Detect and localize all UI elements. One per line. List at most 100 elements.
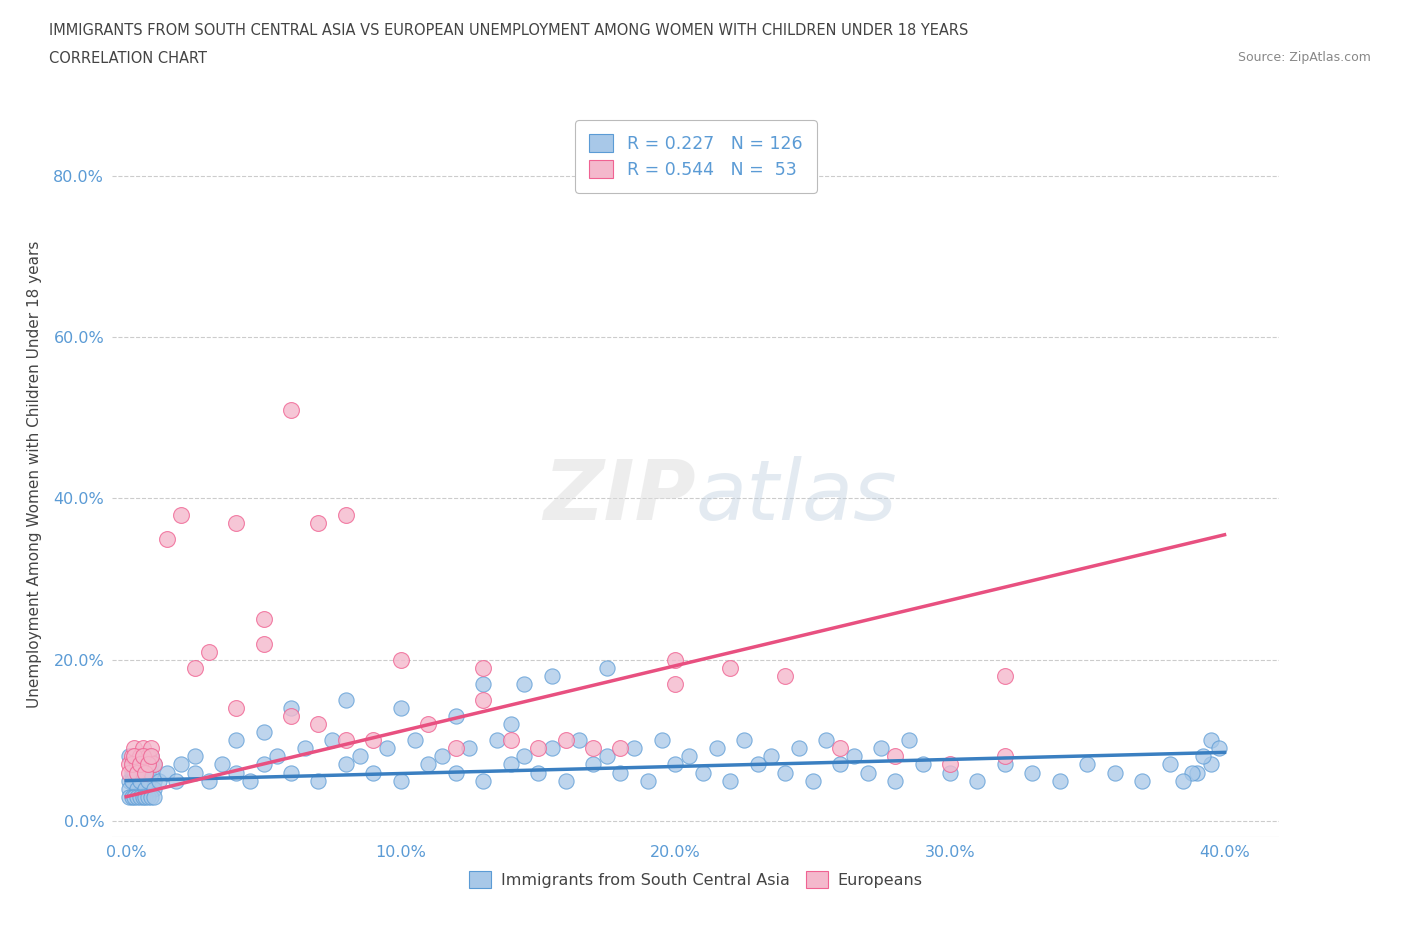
- Point: [134, 749, 156, 764]
- Point: [897, 733, 920, 748]
- Point: [554, 733, 576, 748]
- Point: [134, 781, 156, 796]
- Point: [170, 507, 193, 522]
- Point: [124, 749, 146, 764]
- Point: [139, 749, 162, 764]
- Point: [335, 757, 357, 772]
- Point: [121, 790, 143, 804]
- Point: [131, 790, 153, 804]
- Point: [280, 700, 302, 715]
- Point: [1185, 765, 1208, 780]
- Legend: Immigrants from South Central Asia, Europeans: Immigrants from South Central Asia, Euro…: [463, 865, 929, 895]
- Point: [363, 733, 385, 748]
- Point: [815, 733, 838, 748]
- Point: [131, 757, 153, 772]
- Point: [121, 749, 143, 764]
- Point: [1049, 773, 1071, 788]
- Point: [678, 749, 700, 764]
- Point: [127, 765, 149, 780]
- Point: [136, 773, 159, 788]
- Point: [472, 693, 495, 708]
- Point: [444, 741, 467, 756]
- Point: [266, 749, 288, 764]
- Text: CORRELATION CHART: CORRELATION CHART: [49, 51, 207, 66]
- Point: [349, 749, 371, 764]
- Point: [994, 757, 1017, 772]
- Point: [197, 644, 219, 659]
- Point: [389, 652, 412, 667]
- Point: [609, 765, 631, 780]
- Point: [939, 765, 962, 780]
- Point: [485, 733, 508, 748]
- Point: [129, 773, 152, 788]
- Point: [637, 773, 659, 788]
- Point: [136, 790, 159, 804]
- Point: [911, 757, 934, 772]
- Point: [404, 733, 426, 748]
- Point: [131, 765, 153, 780]
- Point: [225, 733, 247, 748]
- Point: [842, 749, 865, 764]
- Point: [513, 749, 536, 764]
- Point: [718, 660, 741, 675]
- Point: [554, 773, 576, 788]
- Point: [472, 773, 495, 788]
- Point: [136, 757, 159, 772]
- Point: [472, 660, 495, 675]
- Point: [139, 757, 162, 772]
- Point: [1130, 773, 1153, 788]
- Point: [139, 741, 162, 756]
- Point: [280, 765, 302, 780]
- Point: [363, 765, 385, 780]
- Point: [165, 773, 187, 788]
- Point: [148, 773, 170, 788]
- Point: [582, 741, 605, 756]
- Point: [375, 741, 398, 756]
- Point: [127, 773, 149, 788]
- Point: [1199, 757, 1222, 772]
- Point: [870, 741, 893, 756]
- Point: [134, 790, 156, 804]
- Point: [801, 773, 824, 788]
- Point: [127, 781, 149, 796]
- Point: [124, 741, 146, 756]
- Point: [596, 749, 619, 764]
- Point: [118, 757, 141, 772]
- Point: [718, 773, 741, 788]
- Point: [134, 773, 156, 788]
- Point: [856, 765, 879, 780]
- Point: [664, 757, 686, 772]
- Point: [118, 773, 141, 788]
- Point: [118, 790, 141, 804]
- Point: [280, 403, 302, 418]
- Point: [136, 749, 159, 764]
- Point: [131, 757, 153, 772]
- Point: [444, 709, 467, 724]
- Point: [307, 773, 329, 788]
- Point: [527, 765, 550, 780]
- Point: [129, 790, 152, 804]
- Point: [761, 749, 783, 764]
- Point: [184, 765, 207, 780]
- Point: [1076, 757, 1098, 772]
- Point: [651, 733, 673, 748]
- Point: [444, 765, 467, 780]
- Point: [127, 757, 149, 772]
- Point: [124, 765, 146, 780]
- Point: [118, 765, 141, 780]
- Point: [499, 733, 522, 748]
- Point: [1159, 757, 1181, 772]
- Point: [211, 757, 233, 772]
- Point: [252, 724, 274, 739]
- Point: [321, 733, 343, 748]
- Point: [139, 749, 162, 764]
- Text: Source: ZipAtlas.com: Source: ZipAtlas.com: [1237, 51, 1371, 64]
- Point: [156, 765, 179, 780]
- Point: [335, 733, 357, 748]
- Point: [540, 669, 562, 684]
- Point: [142, 790, 165, 804]
- Point: [1208, 741, 1230, 756]
- Point: [1199, 733, 1222, 748]
- Point: [294, 741, 316, 756]
- Point: [131, 749, 153, 764]
